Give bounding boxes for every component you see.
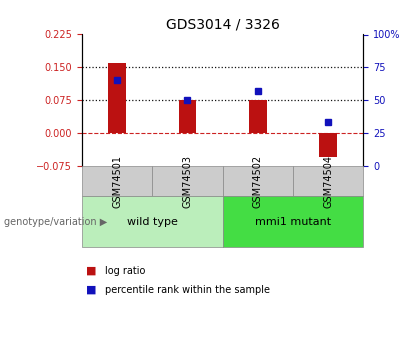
Bar	[178, 100, 196, 133]
Text: GSM74502: GSM74502	[253, 155, 263, 208]
Bar	[319, 133, 337, 157]
Text: wild type: wild type	[127, 217, 178, 227]
Text: log ratio: log ratio	[105, 266, 145, 276]
Bar	[152, 166, 223, 196]
Text: genotype/variation ▶: genotype/variation ▶	[4, 217, 108, 227]
Text: GSM74501: GSM74501	[112, 155, 122, 207]
Title: GDS3014 / 3326: GDS3014 / 3326	[165, 18, 280, 32]
Bar	[223, 166, 293, 196]
Text: percentile rank within the sample: percentile rank within the sample	[105, 285, 270, 295]
Bar	[108, 63, 126, 133]
Text: ■: ■	[86, 285, 97, 295]
Bar	[249, 100, 267, 133]
Text: GSM74504: GSM74504	[323, 155, 333, 207]
Bar	[293, 166, 363, 196]
Text: mmi1 mutant: mmi1 mutant	[255, 217, 331, 227]
Bar	[82, 166, 152, 196]
Text: GSM74503: GSM74503	[182, 155, 192, 207]
Bar	[223, 196, 363, 247]
Bar	[82, 196, 223, 247]
Text: ■: ■	[86, 266, 97, 276]
